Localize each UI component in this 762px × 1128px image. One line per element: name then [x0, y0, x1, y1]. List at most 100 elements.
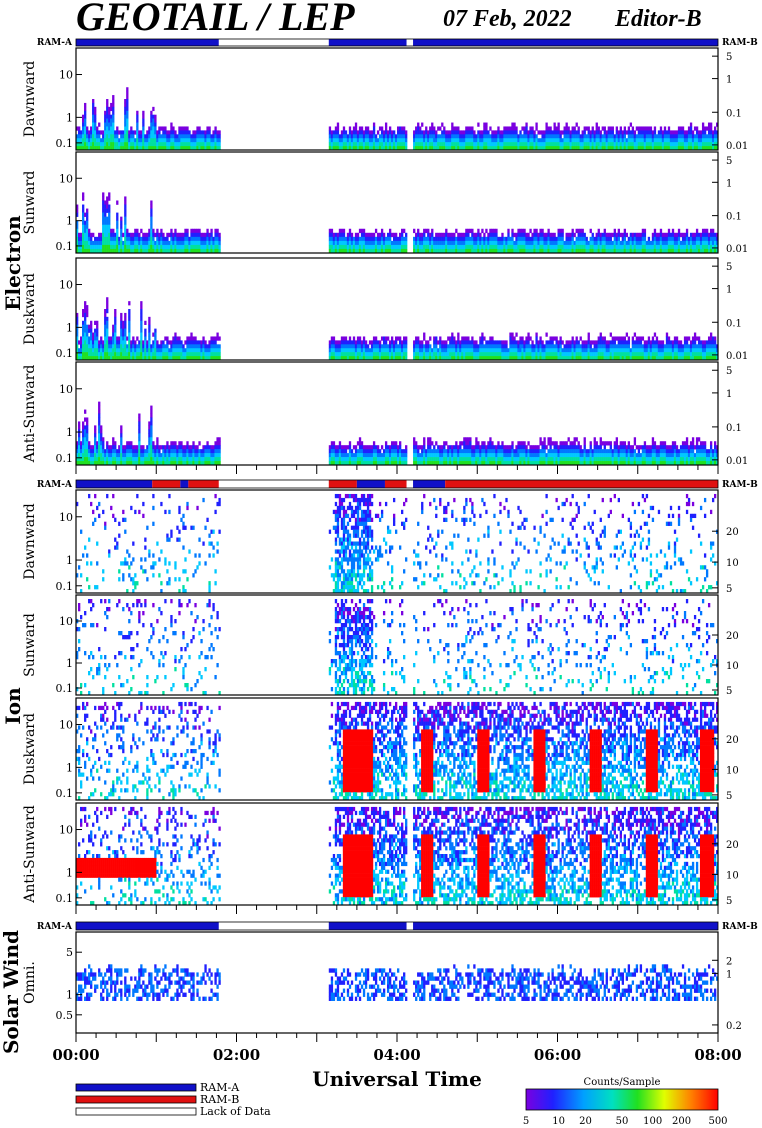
spectrogram-cell	[423, 352, 426, 357]
spectrogram-cell	[619, 352, 622, 357]
spectrogram-cell	[184, 348, 187, 353]
spectrogram-cell	[515, 244, 518, 250]
spectrogram-cell	[397, 344, 400, 349]
spectrogram-cell	[340, 130, 344, 135]
spectrogram-cell	[148, 441, 151, 446]
spectrogram-cell	[186, 130, 189, 135]
spectrogram-cell	[417, 356, 420, 361]
spectrogram-cell	[627, 240, 631, 246]
spectrogram-cell	[118, 248, 121, 254]
spectrogram-cell	[90, 445, 93, 450]
spectrogram-cell	[659, 356, 663, 361]
spectrogram-cell	[661, 244, 665, 250]
spectrogram-cell	[130, 236, 133, 242]
spectrogram-cell	[473, 134, 476, 139]
spectrogram-cell	[376, 340, 380, 345]
spectrogram-cell	[370, 236, 374, 242]
spectrogram-cell	[633, 146, 637, 151]
spectrogram-cell	[467, 138, 470, 143]
spectrogram-cell	[338, 134, 342, 139]
spectrogram-cell	[579, 232, 582, 238]
spectrogram-cell	[583, 356, 586, 361]
spectrogram-cell	[394, 146, 398, 151]
spectrogram-cell	[599, 356, 602, 361]
spectrogram-cell	[196, 232, 199, 238]
spectrogram-cell	[154, 356, 157, 361]
spectrogram-cell	[160, 457, 163, 462]
spectrogram-cell	[120, 248, 123, 254]
spectrogram-cell	[443, 138, 446, 143]
spectrogram-cell	[150, 348, 153, 353]
spectrogram-cell	[581, 344, 584, 349]
spectrogram-cell	[435, 348, 438, 353]
spectrogram-cell	[190, 340, 193, 345]
spectrogram-cell	[647, 352, 651, 357]
spectrogram-cell	[585, 244, 588, 250]
spectrogram-cell	[599, 352, 602, 357]
spectrogram-cell	[503, 138, 506, 143]
spectrogram-cell	[463, 240, 466, 246]
spectrogram-cell	[535, 336, 538, 341]
spectrogram-cell	[182, 240, 185, 246]
spectrogram-cell	[130, 453, 133, 458]
spectrogram-cell	[128, 453, 131, 458]
spectrogram-cell	[525, 344, 528, 349]
spectrogram-cell	[154, 461, 157, 466]
spectrogram-cell	[467, 244, 470, 250]
spectrogram-cell	[186, 240, 189, 246]
spectrogram-cell	[557, 142, 560, 147]
spectrogram-cell	[140, 134, 143, 139]
spectrogram-cell	[158, 126, 161, 131]
spectrogram-cell	[84, 429, 87, 434]
spectrogram-cell	[76, 348, 79, 353]
spectrogram-cell	[635, 248, 639, 254]
spectrogram-cell	[160, 445, 163, 450]
spectrogram-cell	[124, 348, 127, 353]
spectrogram-cell	[178, 461, 181, 466]
spectrogram-cell	[102, 240, 105, 246]
spectrogram-cell	[328, 248, 332, 254]
spectrogram-cell	[715, 138, 719, 143]
spectrogram-cell	[705, 146, 709, 151]
spectrogram-cell	[461, 134, 464, 139]
spectrogram-cell	[180, 248, 183, 254]
spectrogram-cell	[581, 142, 584, 147]
spectrogram-cell	[681, 142, 685, 147]
spectrogram-cell	[202, 240, 205, 246]
spectrogram-cell	[388, 126, 392, 131]
spectrogram-cell	[132, 134, 135, 139]
spectrogram-cell	[138, 437, 141, 442]
spectrogram-cell	[661, 142, 665, 147]
spectrogram-cell	[84, 114, 87, 119]
spectrogram-cell	[186, 248, 189, 254]
spectrogram-cell	[168, 457, 171, 462]
spectrogram-cell	[116, 142, 119, 147]
spectrogram-cell	[106, 453, 109, 458]
spectrogram-cell	[174, 244, 177, 250]
spectrogram-cell	[128, 461, 131, 466]
spectrogram-cell	[575, 138, 578, 143]
spectrogram-cell	[499, 348, 502, 353]
spectrogram-cell	[511, 240, 514, 246]
spectrogram-cell	[701, 130, 705, 135]
spectrogram-cell	[569, 142, 572, 147]
spectrogram-cell	[176, 146, 179, 151]
spectrogram-cell	[507, 248, 510, 254]
spectrogram-cell	[553, 126, 556, 131]
spectrogram-cell	[621, 142, 625, 147]
spectrogram-cell	[487, 344, 490, 349]
spectrogram-cell	[110, 236, 113, 242]
spectrogram-cell	[80, 130, 83, 135]
spectrogram-cell	[102, 224, 105, 230]
spectrogram-cell	[615, 138, 618, 143]
spectrogram-cell	[110, 461, 113, 466]
spectrogram-cell	[208, 232, 211, 238]
spectrogram-cell	[451, 248, 454, 254]
spectrogram-cell	[537, 344, 540, 349]
spectrogram-cell	[152, 332, 155, 337]
spectrogram-cell	[358, 236, 362, 242]
spectrogram-cell	[427, 146, 430, 151]
spectrogram-cell	[489, 138, 492, 143]
spectrogram-cell	[693, 248, 697, 254]
spectrogram-cell	[551, 130, 554, 135]
